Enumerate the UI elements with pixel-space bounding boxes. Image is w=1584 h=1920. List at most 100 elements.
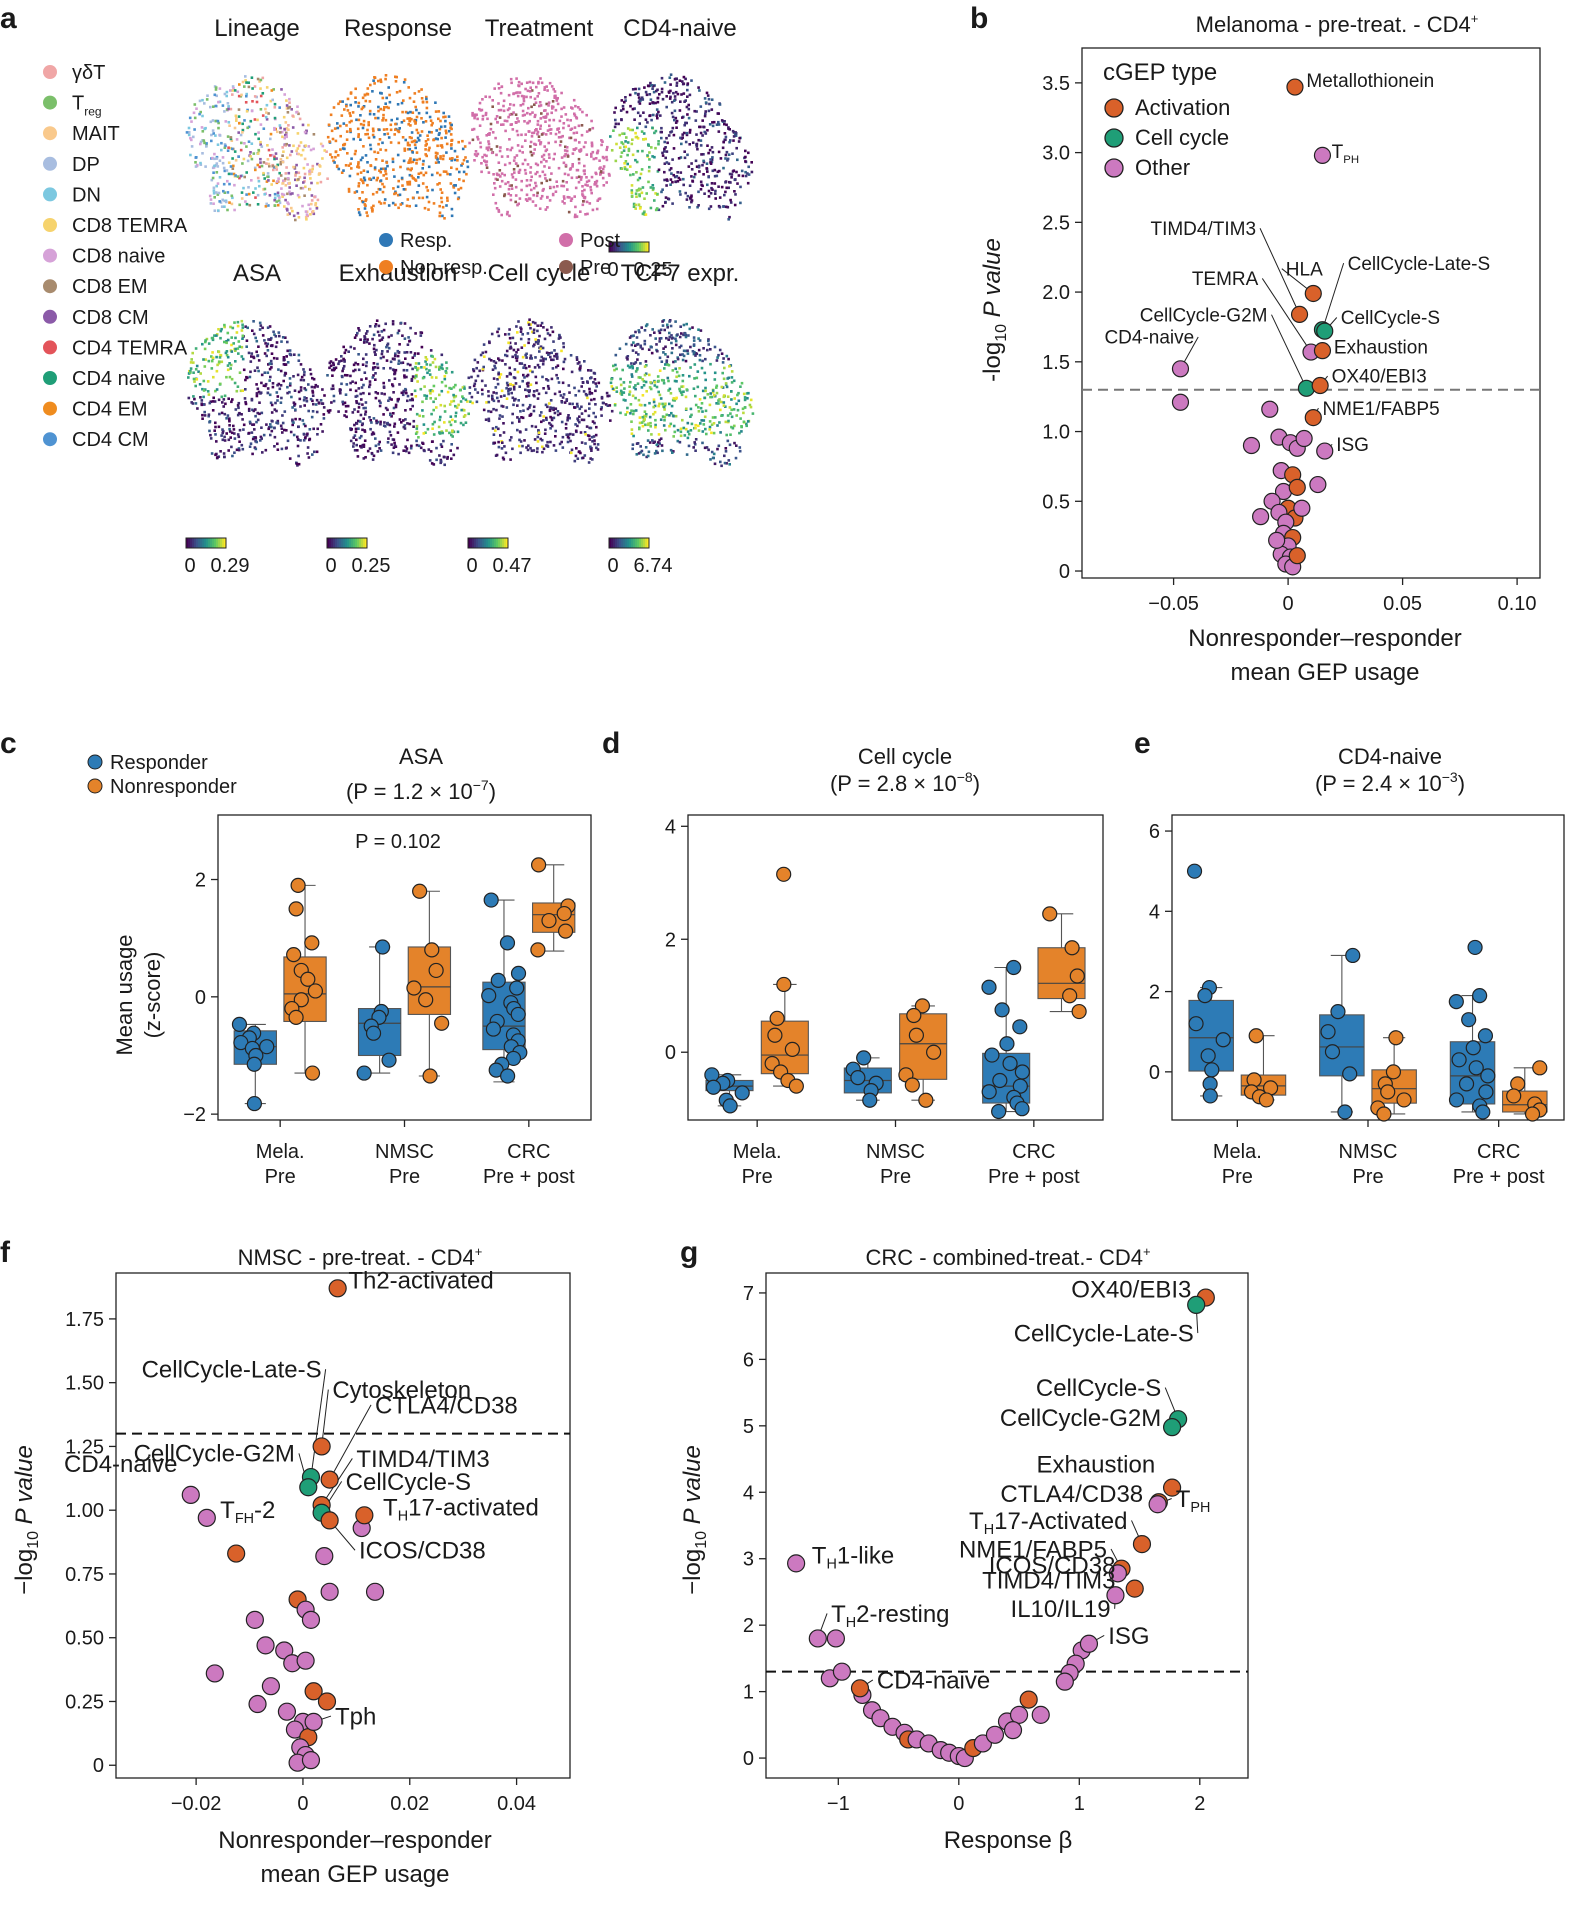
umap-cell [643, 342, 647, 346]
umap-cell [684, 121, 687, 125]
umap-cell [338, 388, 342, 391]
y-tick-label: 3.0 [1042, 143, 1070, 165]
umap-cell [201, 342, 204, 346]
umap-cell [292, 401, 296, 404]
umap-cell [516, 117, 519, 120]
data-point-responder [1012, 1019, 1028, 1035]
umap-cell [209, 105, 212, 109]
umap-cell [398, 127, 401, 130]
umap-cell [697, 410, 701, 413]
umap-cell [378, 128, 381, 132]
umap-cell [553, 152, 556, 156]
umap-cell [356, 455, 360, 458]
umap-cell [631, 443, 635, 446]
umap-cell [660, 76, 664, 80]
umap-cell [507, 341, 510, 345]
umap-cell [263, 193, 266, 196]
umap-cell [568, 402, 571, 406]
umap-cell [297, 462, 301, 466]
umap-cell [539, 197, 543, 200]
umap-cell [223, 323, 226, 327]
x-tick-label: 0 [1283, 593, 1294, 615]
umap-cell [515, 77, 518, 80]
umap-cell [663, 415, 667, 419]
umap-cell [621, 104, 625, 108]
umap-cell [573, 114, 577, 117]
umap-cell [216, 193, 220, 196]
umap-cell [694, 159, 698, 163]
umap-cell [358, 197, 361, 200]
umap-cell [547, 104, 550, 107]
umap-cell [744, 155, 747, 159]
colorbar-segment [496, 538, 499, 548]
umap-cell [685, 121, 688, 125]
umap-cell [187, 396, 191, 400]
colorbar-segment [617, 242, 620, 252]
umap-cell [710, 158, 714, 161]
umap-cell [233, 89, 237, 92]
umap-cell [571, 165, 574, 168]
umap-cell [524, 172, 528, 175]
umap-cell [681, 358, 685, 362]
umap-cell [635, 336, 639, 339]
umap-cell [345, 138, 349, 141]
umap-cell [440, 196, 443, 200]
umap-cell [567, 384, 571, 387]
umap-cell [199, 140, 203, 144]
umap-cell [372, 417, 376, 420]
umap-cell [501, 415, 504, 418]
umap-cell [638, 102, 642, 105]
umap-cell [237, 131, 240, 134]
umap-cell [233, 321, 236, 324]
umap-cell [691, 179, 694, 183]
umap-cell [356, 127, 360, 131]
data-point-responder [231, 1016, 248, 1032]
umap-cell [540, 81, 544, 85]
umap-cell [275, 157, 278, 160]
legend-label-lineage: CD8 EM [72, 276, 148, 298]
umap-cell [512, 168, 516, 171]
umap-cell [702, 347, 705, 350]
umap-cell [282, 115, 286, 119]
umap-cell [483, 153, 486, 157]
umap-cell [238, 345, 241, 348]
umap-cell [244, 325, 247, 328]
umap-cell [638, 330, 641, 334]
umap-cell [370, 421, 373, 424]
umap-cell [261, 334, 265, 337]
umap-cell [497, 445, 501, 449]
umap-cell [530, 188, 533, 192]
umap-cell [236, 433, 240, 436]
umap-cell [674, 116, 678, 120]
umap-cell [543, 432, 547, 435]
umap-cell [369, 143, 372, 147]
umap-cell [240, 355, 244, 358]
legend-marker-lineage [43, 401, 57, 416]
umap-cell [210, 133, 213, 137]
category-label: Pre [742, 1166, 773, 1188]
umap-cell [209, 198, 213, 201]
colorbar-segment [613, 242, 616, 252]
umap-cell [619, 155, 623, 158]
data-point-activation [1288, 478, 1306, 496]
umap-cell [496, 178, 499, 181]
legend-label-resp: Resp. [400, 230, 452, 252]
umap-cell [354, 368, 357, 372]
umap-cell [621, 368, 624, 372]
data-point-responder [509, 980, 525, 996]
umap-cell [487, 390, 490, 393]
umap-cell [434, 110, 438, 113]
umap-cell [420, 97, 424, 100]
umap-cell [708, 102, 711, 106]
umap-cell [268, 325, 272, 328]
umap-cell [497, 210, 501, 213]
umap-cell [723, 366, 726, 370]
umap-cell [499, 395, 503, 398]
umap-cell [559, 135, 563, 139]
umap-cell [594, 415, 597, 419]
umap-cell [650, 345, 653, 349]
umap-cell [685, 322, 688, 326]
umap-cell [359, 178, 363, 181]
umap-cell [710, 108, 714, 111]
umap-cell [524, 388, 527, 392]
